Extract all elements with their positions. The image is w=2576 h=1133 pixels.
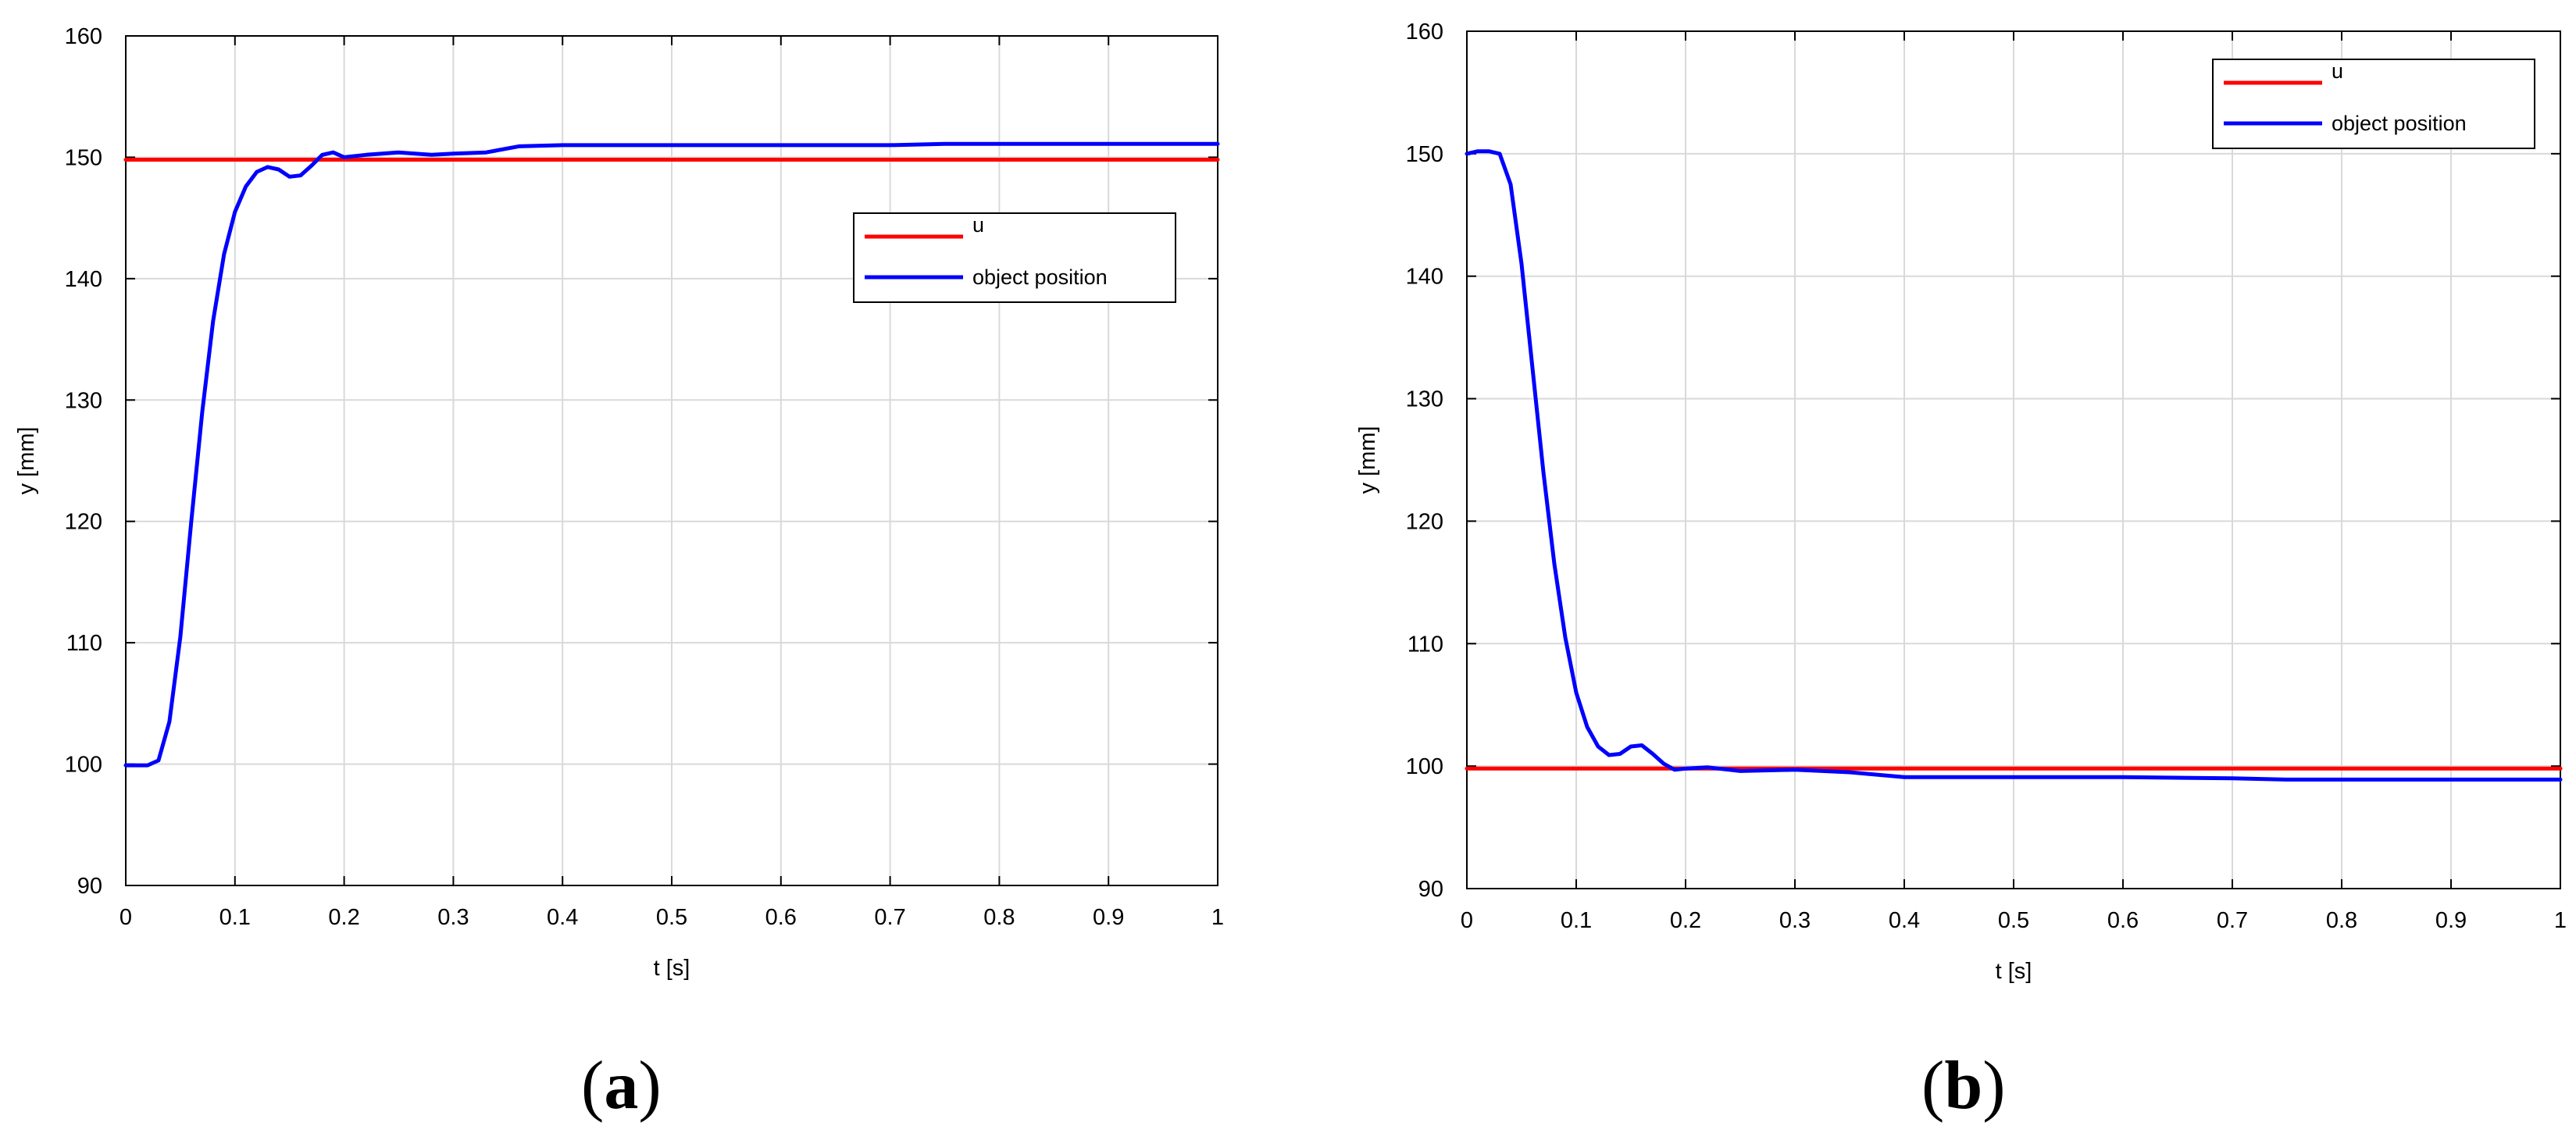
x-tick-label: 0.8 [983, 905, 1015, 930]
caption-a: (a) [581, 1046, 662, 1125]
x-tick-label: 0 [1461, 908, 1473, 933]
y-tick-label: 140 [65, 267, 102, 292]
series-line-object-position [123, 141, 1220, 768]
caption-b-open-paren: ( [1921, 1048, 1945, 1124]
caption-b: (b) [1921, 1046, 2006, 1125]
legend: u object position [2212, 59, 2535, 149]
y-tick-label: 120 [1406, 509, 1443, 534]
caption-a-letter: a [604, 1048, 639, 1124]
y-tick-label: 90 [1418, 877, 1443, 902]
x-tick-label: 0.4 [1889, 908, 1920, 933]
y-axis-label: y [mm] [14, 427, 39, 495]
x-tick-label: 0.3 [1779, 908, 1811, 933]
caption-b-letter: b [1944, 1048, 1983, 1124]
x-tick-label: 0.5 [1998, 908, 2029, 933]
x-axis-label: t [s] [654, 956, 690, 981]
x-tick-label: 0 [120, 905, 132, 930]
x-tick-label: 0.3 [437, 905, 469, 930]
y-tick-label: 160 [65, 24, 102, 49]
legend-box [2212, 59, 2535, 149]
legend-label-u: u [2332, 59, 2343, 83]
chart-panel-b: 0 0.1 0.2 0.3 0.4 0.5 0.6 0.7 0.8 0.9 1 90 100 110 120… [1355, 20, 2567, 984]
axes-frame [125, 35, 1218, 886]
chart-panel-a: 0 0.1 0.2 0.3 0.4 0.5 0.6 0.7 0.8 0.9 1 90 100 110 120… [14, 24, 1224, 981]
x-tick-label: 0.7 [874, 905, 905, 930]
x-tick-label: 0.7 [2217, 908, 2248, 933]
series-line-object-position [1465, 149, 2563, 782]
y-tick-label: 120 [65, 510, 102, 535]
y-tick-label: 90 [77, 874, 102, 899]
legend-label-object-position: object position [972, 265, 1108, 289]
y-tick-label: 100 [1406, 754, 1443, 779]
x-tick-label: 0.1 [1561, 908, 1592, 933]
legend-box [853, 212, 1176, 303]
x-tick-label: 1 [2554, 908, 2567, 933]
y-tick-label: 100 [65, 753, 102, 778]
legend: u object position [853, 212, 1176, 303]
y-tick-label: 130 [65, 388, 102, 413]
caption-a-open-paren: ( [581, 1048, 605, 1124]
y-tick-label: 110 [1408, 632, 1443, 657]
y-tick-label: 140 [1406, 265, 1443, 290]
x-tick-label: 0.9 [2435, 908, 2467, 933]
x-tick-label: 0.6 [2107, 908, 2139, 933]
x-tick-label: 0.4 [547, 905, 578, 930]
y-tick-label: 150 [1406, 142, 1443, 167]
y-tick-label: 160 [1406, 20, 1443, 45]
x-tick-label: 0.2 [1670, 908, 1701, 933]
axes-frame [1466, 30, 2561, 889]
legend-label-u: u [972, 213, 984, 237]
legend-label-object-position: object position [2332, 112, 2467, 135]
x-tick-label: 0.1 [219, 905, 251, 930]
y-tick-label: 130 [1406, 387, 1443, 412]
x-tick-label: 0.9 [1093, 905, 1124, 930]
y-axis-label: y [mm] [1355, 426, 1380, 494]
x-tick-label: 0.6 [765, 905, 797, 930]
x-tick-label: 0.5 [656, 905, 687, 930]
caption-b-close-paren: ) [1982, 1048, 2006, 1124]
x-axis-label: t [s] [1996, 959, 2032, 984]
x-tick-label: 0.2 [328, 905, 359, 930]
caption-a-close-paren: ) [638, 1048, 662, 1124]
x-tick-label: 1 [1211, 905, 1224, 930]
x-tick-label: 0.8 [2326, 908, 2357, 933]
y-tick-label: 110 [66, 631, 102, 656]
y-tick-label: 150 [65, 145, 102, 170]
